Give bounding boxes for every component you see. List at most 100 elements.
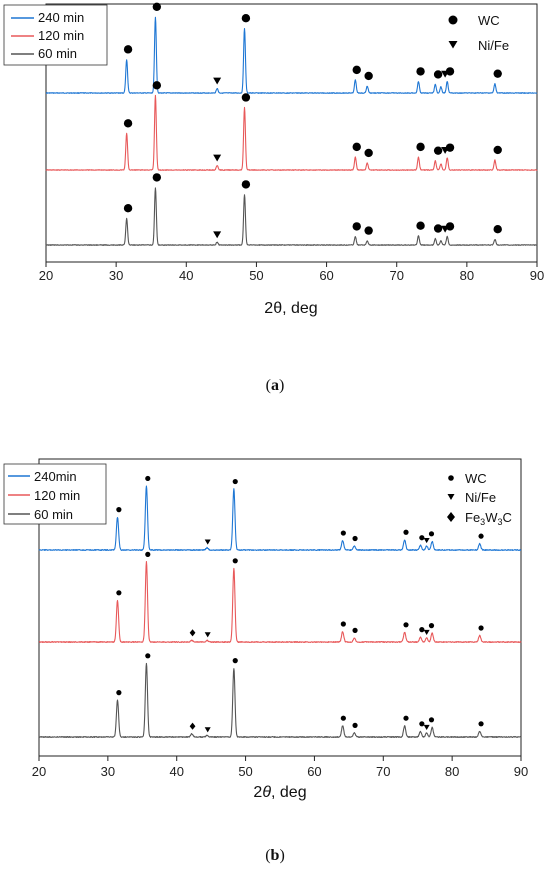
panel-b-120-min-marker-5-circle — [340, 621, 346, 627]
panel-b-240min-marker-4-circle — [340, 530, 346, 536]
panel-a-legend-label-240: 240 min — [38, 10, 84, 25]
panel-b-x-ticks: 20 30 40 50 60 70 80 90 — [32, 756, 528, 779]
panel-b-legend-label-120: 120 min — [34, 488, 80, 503]
panel-a-120-min-marker-6-circle — [416, 142, 425, 152]
panel-a-60-min-marker-0-circle — [123, 204, 133, 213]
panel-a-x-ticks: 20 30 40 50 60 70 80 90 — [39, 262, 544, 283]
panel-a-240-min-marker-7-circle — [433, 70, 443, 79]
panel-a-240-min-marker-9-circle — [445, 67, 455, 76]
panel-b-x-tick-label-40: 40 — [169, 764, 183, 779]
panel-a-x-tick-label-40: 40 — [179, 268, 193, 283]
panel-b-x-axis-title: 2θ, deg — [253, 784, 306, 801]
panel-b-marker-legend-nife-label: Ni/Fe — [465, 490, 496, 505]
panel-b-120-min-marker-1-circle — [145, 551, 151, 558]
panel-b: 20 30 40 50 60 70 80 90 240min 120 min 60 min W… — [3, 458, 528, 864]
panel-b-240min-marker-5-circle — [352, 535, 358, 542]
panel-b-marker-legend-fe3w3c-diamond-icon — [447, 512, 455, 522]
panel-a-trace-240-min — [45, 16, 538, 94]
panel-a-marker-legend-nife-label: Ni/Fe — [478, 38, 509, 53]
panel-a-120-min-marker-7-circle — [433, 146, 443, 155]
panel-a-x-tick-label-90: 90 — [530, 268, 544, 283]
panel-b-240min-marker-10-circle — [478, 533, 484, 539]
panel-b-120-min-marker-9-triangle-down — [423, 629, 430, 635]
panel-b-marker-legend-fe3w3c-label: Fe3W3C — [465, 510, 512, 527]
panel-b-x-tick-label-80: 80 — [445, 764, 459, 779]
panel-b-60-min-marker-7-circle — [403, 715, 409, 721]
panel-b-60-min-marker-2-diamond — [189, 722, 196, 730]
panel-a-120-min-marker-5-circle — [364, 148, 373, 158]
panel-a-trace-60-min — [45, 187, 538, 246]
panel-a-240-min-marker-10-circle — [493, 69, 502, 78]
panel-b-trace-240min — [38, 485, 522, 551]
panel-a-60-min-marker-2-triangle-down — [213, 231, 222, 239]
panel-b-peak-markers — [116, 475, 484, 733]
panel-a-60-min-marker-3-circle — [241, 180, 251, 189]
panel-b-240min-marker-9-circle — [428, 531, 435, 537]
panel-b-marker-legend-wc-label: WC — [465, 471, 487, 486]
panel-a-240-min-marker-4-circle — [352, 65, 361, 75]
panel-a-legend: 240 min 120 min 60 min — [3, 4, 108, 66]
panel-b-240min-marker-6-circle — [403, 529, 409, 535]
panel-b-60-min-marker-6-circle — [352, 722, 358, 729]
panel-a: 20 30 40 50 60 70 80 90 240 min 120 min 60 min … — [3, 2, 544, 394]
panel-b-plot-frame — [38, 458, 522, 757]
panel-a-60-min-marker-5-circle — [364, 226, 373, 235]
panel-a-120-min-marker-2-triangle-down — [213, 154, 222, 162]
panel-a-120-min-marker-9-circle — [445, 143, 455, 152]
panel-b-marker-legend-wc-circle-icon — [448, 475, 454, 481]
panel-a-peak-markers — [123, 2, 502, 239]
panel-b-120-min-marker-0-circle — [116, 590, 122, 596]
panel-a-series — [45, 16, 538, 246]
panel-a-240-min-marker-3-circle — [241, 14, 251, 23]
panel-b-120-min-marker-3-triangle-down — [204, 632, 211, 638]
panel-a-marker-legend-wc-circle-icon — [448, 15, 458, 25]
panel-a-240-min-marker-2-triangle-down — [213, 77, 222, 85]
panel-a-120-min-marker-3-circle — [241, 93, 251, 102]
panel-a-marker-legend-nife-triangle-icon — [448, 41, 458, 49]
panel-a-240-min-marker-1-circle — [152, 2, 162, 11]
panel-b-60-min-marker-10-circle — [428, 717, 435, 723]
panel-a-120-min-marker-4-circle — [352, 142, 361, 152]
panel-b-60-min-marker-5-circle — [340, 715, 346, 721]
panel-b-120-min-marker-11-circle — [478, 625, 484, 631]
panel-a-240-min-marker-0-circle — [123, 45, 133, 54]
panel-a-legend-label-60: 60 min — [38, 46, 77, 61]
panel-b-120-min-marker-4-circle — [232, 558, 238, 564]
panel-b-legend-label-240: 240min — [34, 469, 77, 484]
panel-a-trace-120-min — [45, 94, 538, 171]
panel-a-120-min-marker-10-circle — [493, 145, 502, 155]
panel-b-trace-120-min — [38, 561, 522, 643]
panel-b-240min-marker-8-triangle-down — [423, 537, 430, 544]
panel-b-60-min-marker-3-triangle-down — [204, 727, 211, 733]
panel-b-legend: 240min 120 min 60 min — [3, 463, 107, 525]
panel-b-trace-60-min — [38, 662, 522, 738]
panel-a-x-tick-label-20: 20 — [39, 268, 53, 283]
panel-a-x-axis-title: 2θ, deg — [264, 300, 317, 317]
panel-a-legend-label-120: 120 min — [38, 28, 84, 43]
panel-a-x-tick-label-50: 50 — [249, 268, 263, 283]
panel-b-240min-marker-0-circle — [116, 507, 122, 513]
panel-a-marker-legend: WC Ni/Fe — [448, 13, 509, 53]
panel-a-caption: (a) — [266, 377, 285, 394]
panel-a-x-tick-label-60: 60 — [319, 268, 333, 283]
panel-b-marker-legend: WC Ni/Fe Fe3W3C — [447, 471, 512, 527]
panel-a-60-min-marker-4-circle — [352, 222, 361, 231]
panel-b-240min-marker-3-circle — [232, 478, 238, 485]
panel-b-series — [38, 485, 522, 738]
panel-a-60-min-marker-6-circle — [416, 221, 425, 230]
panel-a-60-min-marker-9-circle — [445, 222, 455, 231]
panel-a-60-min-marker-7-circle — [433, 224, 443, 233]
panel-a-x-tick-label-30: 30 — [109, 268, 123, 283]
panel-b-120-min-marker-8-circle — [419, 627, 425, 633]
panel-a-legend-box — [3, 4, 108, 66]
panel-a-x-tick-label-70: 70 — [389, 268, 403, 283]
panel-a-240-min-marker-6-circle — [416, 67, 425, 76]
panel-b-60-min-marker-1-circle — [145, 653, 151, 659]
panel-b-x-tick-label-20: 20 — [32, 764, 46, 779]
panel-a-120-min-marker-1-circle — [152, 81, 162, 90]
panel-b-caption: (b) — [265, 847, 285, 864]
panel-a-plot-frame — [45, 3, 538, 263]
panel-a-240-min-marker-5-circle — [364, 71, 373, 81]
panel-b-x-tick-label-50: 50 — [238, 764, 252, 779]
